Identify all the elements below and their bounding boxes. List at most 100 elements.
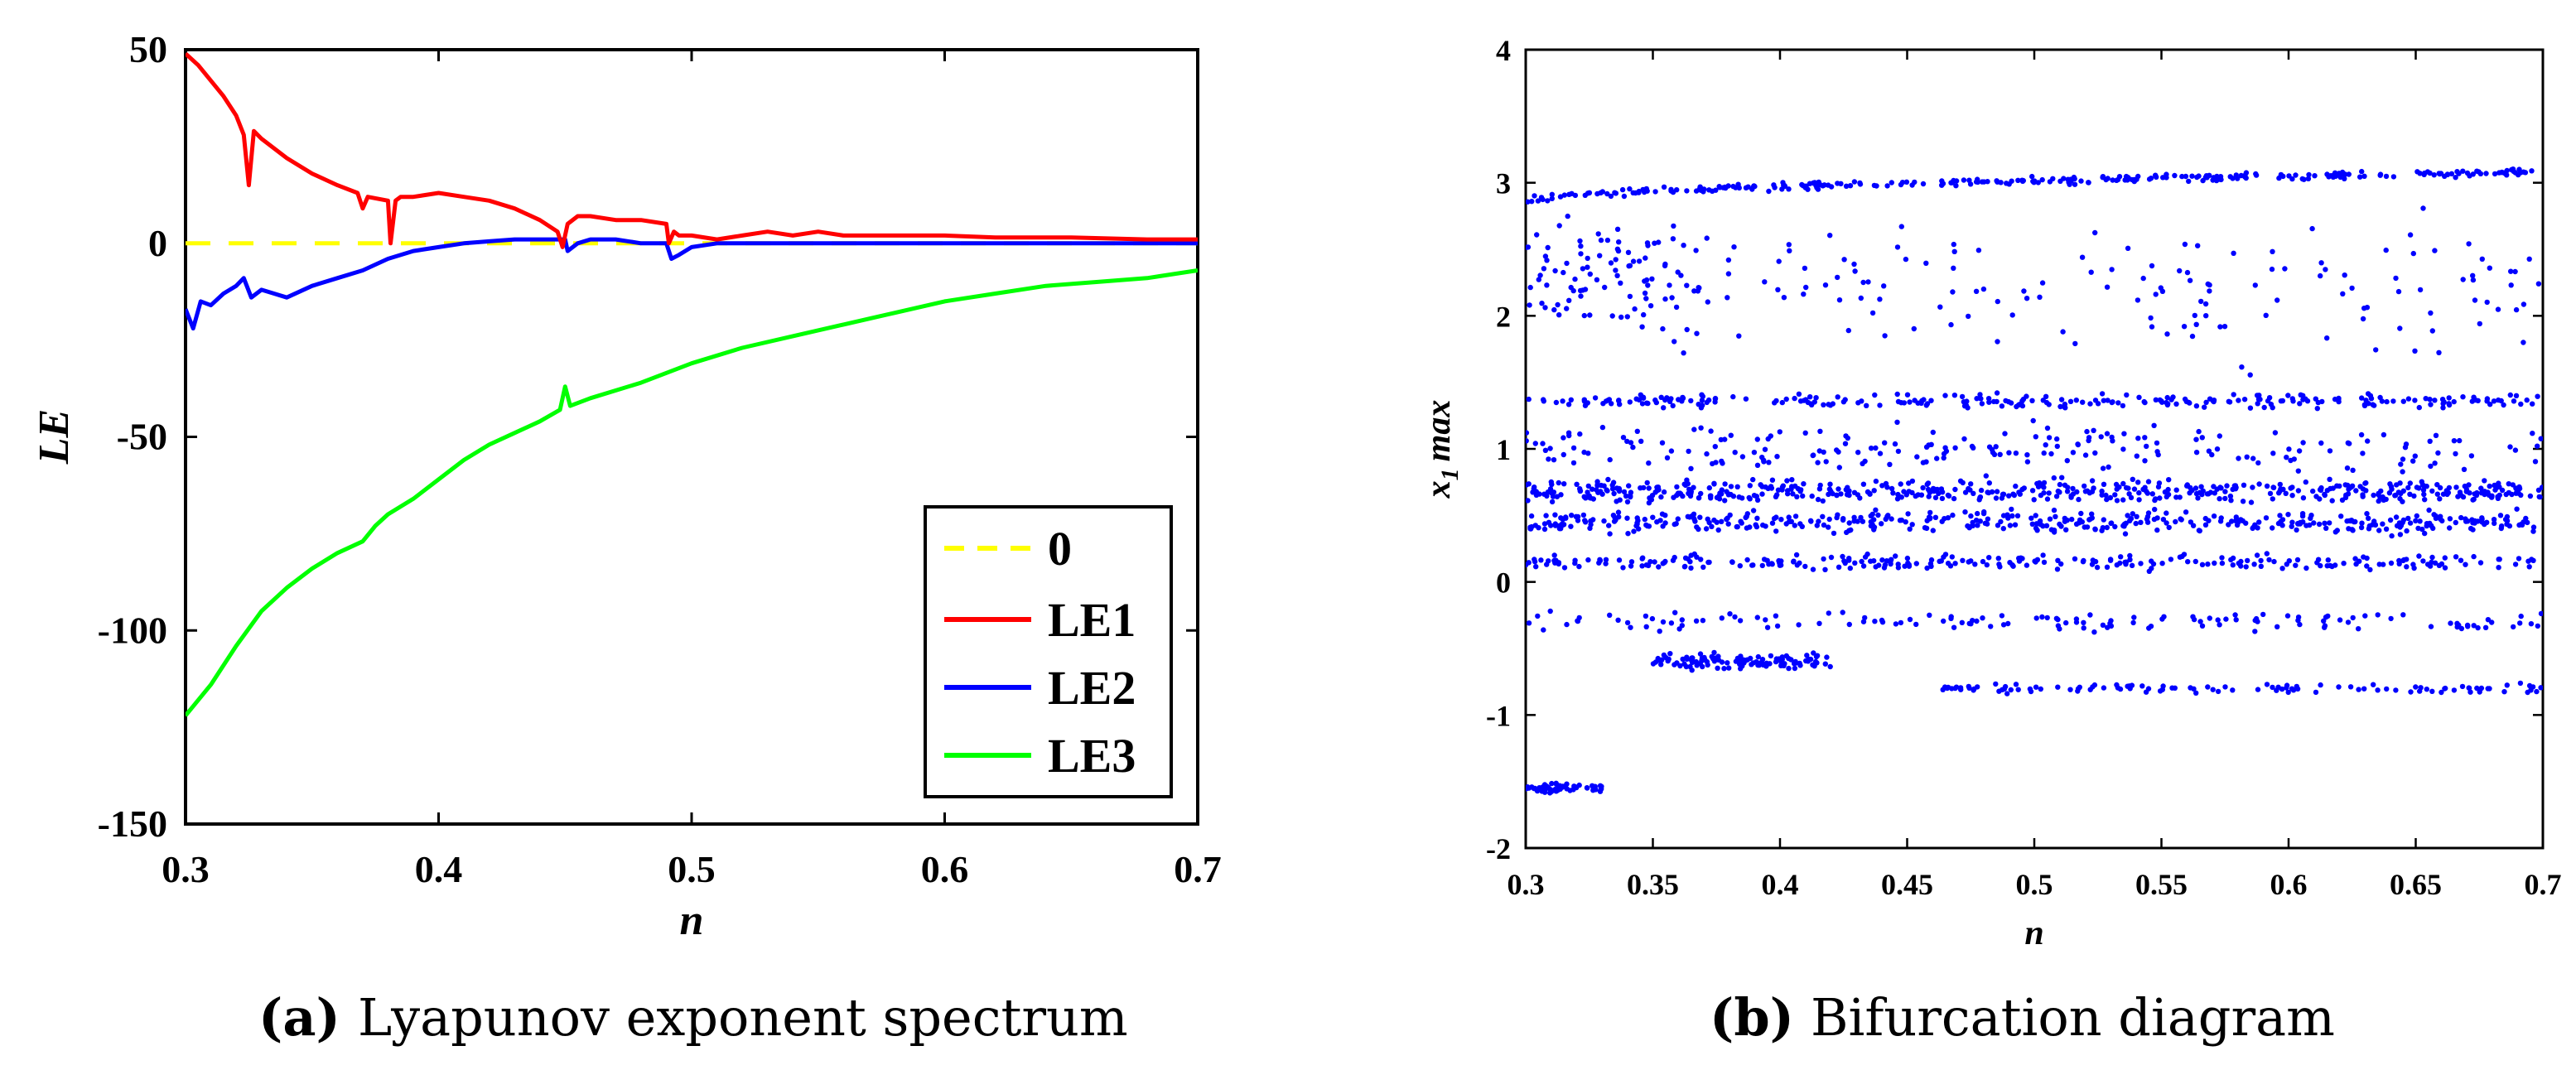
scatter-point [2429,554,2435,561]
scatter-point [2211,513,2217,519]
scatter-point [1985,516,1991,522]
scatter-point [1911,325,1917,332]
scatter-point [1694,330,1700,336]
scatter-point [2206,448,2212,454]
scatter-point [1845,327,1851,334]
scatter-point [1546,456,1551,462]
scatter-point [2087,401,2093,407]
scatter-point [2138,519,2144,525]
scatter-point [1754,497,1761,503]
scatter-point [1590,788,1596,793]
scatter-point [2130,511,2135,517]
scatter-point [2460,277,2466,282]
scatter-point [2255,525,2260,531]
scatter-point [1773,613,1779,619]
scatter-point [1641,484,1647,491]
scatter-point [1912,398,1918,403]
scatter-point [1776,258,1782,264]
scatter-point [2179,173,2185,180]
scatter-point [2390,174,2397,180]
x-tick-label: 0.3 [162,848,210,890]
scatter-point [2126,683,2132,689]
scatter-point [1610,480,1617,485]
scatter-point [1869,310,1876,316]
scatter-point [1906,562,1912,568]
scatter-point [1826,516,1832,523]
y-tick-label: 50 [129,28,167,70]
scatter-point [2442,555,2448,561]
scatter-point [2434,491,2440,497]
y-tick-label: 0 [1496,566,1511,600]
scatter-point [2397,532,2404,537]
scatter-point [1736,494,1742,500]
scatter-point [2091,427,2096,433]
scatter-point [2318,260,2324,266]
scatter-point [1696,495,1702,501]
scatter-point [2371,682,2376,687]
scatter-point [2251,562,2257,567]
scatter-point [1774,492,1780,498]
scatter-point [1669,295,1675,301]
scatter-point [2012,522,2019,528]
scatter-point [2344,465,2351,471]
scatter-point [1759,491,1765,497]
scatter-point [1779,399,1785,406]
scatter-point [1679,623,1686,629]
scatter-point [2437,171,2443,177]
x-tick-label: 0.55 [2135,868,2188,901]
scatter-point [2067,687,2073,692]
scatter-point [1966,525,1972,531]
scatter-point [1647,303,1654,309]
scatter-point [1660,619,1667,625]
scatter-point [1639,556,1645,562]
scatter-point [1766,562,1772,567]
scatter-point [1582,402,1589,408]
scatter-point [2130,476,2135,482]
scatter-point [2087,612,2093,618]
scatter-point [1575,513,1581,520]
scatter-point [1678,272,1684,278]
scatter-point [2135,436,2141,441]
x-tick-label: 0.4 [415,848,463,890]
scatter-point [1851,514,1857,520]
scatter-point [1751,493,1758,499]
scatter-point [1760,522,1766,528]
scatter-point [2491,517,2497,523]
scatter-point [1994,390,2000,396]
scatter-point [2388,560,2395,566]
scatter-point [2091,629,2097,635]
scatter-point [1633,190,1638,196]
scatter-point [2184,482,2190,488]
scatter-point [1761,459,1767,465]
scatter-point [2014,513,2021,518]
x-tick-label: 0.4 [1762,868,1799,901]
scatter-point [2055,557,2061,563]
scatter-point [2041,450,2047,456]
scatter-point [2207,489,2214,495]
scatter-point [2192,558,2198,565]
y-tick-label: 4 [1496,34,1511,67]
scatter-point [1950,289,1956,295]
scatter-point [1958,687,1964,692]
scatter-point [2007,523,2014,528]
scatter-point [2526,564,2532,570]
scatter-point [2015,177,2021,183]
scatter-point [2058,397,2065,402]
scatter-point [2364,563,2370,569]
scatter-point [2199,562,2206,567]
scatter-point [2285,689,2291,696]
scatter-point [2458,625,2465,632]
scatter-point [1661,184,1667,190]
scatter-point [2160,517,2167,523]
scatter-point [2196,428,2202,435]
scatter-point [2402,445,2409,451]
scatter-point [1643,522,1649,528]
scatter-point [1548,523,1554,528]
scatter-point [1645,400,1651,407]
scatter-point [2099,391,2106,397]
scatter-point [2411,565,2417,571]
scatter-point [2009,312,2015,318]
scatter-point [1547,446,1553,451]
scatter-point [2422,530,2428,537]
scatter-point [2264,682,2270,687]
